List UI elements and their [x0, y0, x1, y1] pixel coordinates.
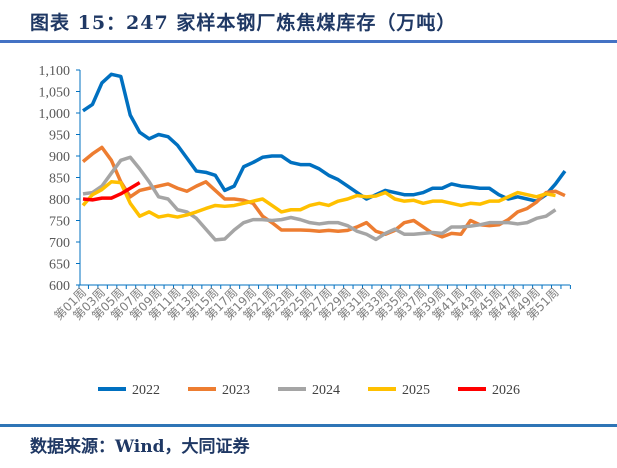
series-line-2022	[82, 72, 567, 203]
series-line-2025	[81, 180, 556, 219]
y-tick-label: 800	[49, 193, 70, 208]
line-chart: 6006507007508008509009501,0001,0501,100第…	[39, 64, 571, 398]
y-tick-label: 1,000	[39, 107, 71, 122]
y-tick-label: 600	[49, 279, 70, 294]
source-note: 数据来源：Wind，大同证券	[30, 437, 250, 457]
y-tick-label: 1,050	[39, 86, 71, 101]
legend-label-2023: 2023	[222, 383, 250, 398]
y-tick-label: 950	[49, 129, 70, 144]
series-line-2024	[82, 155, 557, 242]
y-tick-label: 850	[49, 172, 70, 187]
legend-label-2025: 2025	[402, 383, 430, 398]
series-line-2026	[82, 181, 141, 202]
source-divider	[0, 424, 617, 427]
legend-label-2026: 2026	[492, 383, 520, 398]
title-divider	[0, 40, 617, 43]
y-tick-label: 650	[49, 258, 70, 273]
figure-title: 图表 15：247 家样本钢厂炼焦煤库存（万吨）	[30, 12, 457, 34]
y-tick-label: 750	[49, 215, 70, 230]
y-tick-label: 700	[49, 236, 70, 251]
y-tick-label: 1,100	[39, 64, 71, 79]
legend-label-2022: 2022	[132, 383, 160, 398]
y-tick-label: 900	[49, 150, 70, 165]
legend-label-2024: 2024	[312, 383, 340, 398]
